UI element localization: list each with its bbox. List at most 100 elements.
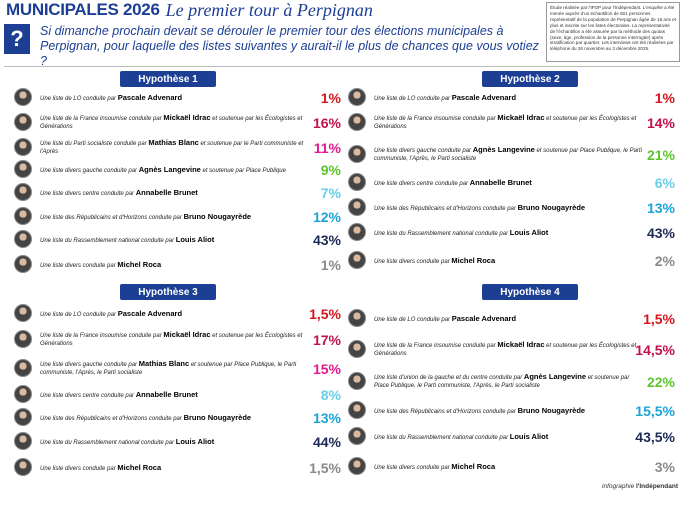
candidate-label: Une liste de LO conduite par Pascale Adv… xyxy=(40,93,183,102)
candidate-avatar-icon xyxy=(14,138,32,156)
candidate-avatar-icon xyxy=(348,340,366,358)
divider xyxy=(4,66,680,67)
hypothesis-title: Hypothèse 1 xyxy=(120,71,216,87)
candidate-name: Agnès Langevine xyxy=(138,165,201,174)
candidate-name: Agnès Langevine xyxy=(523,372,587,381)
candidate-avatar-icon xyxy=(14,385,32,403)
candidate-percentage: 43,5% xyxy=(635,429,675,445)
candidate-name: Pascale Advenard xyxy=(117,309,183,318)
candidate-avatar-icon xyxy=(348,457,366,475)
poll-question: Si dimanche prochain devait se dérouler … xyxy=(40,24,539,68)
candidate-percentage: 43% xyxy=(646,225,675,241)
candidate-avatar-icon xyxy=(348,251,366,269)
candidate-avatar-icon xyxy=(14,304,32,322)
title-bar: MUNICIPALES 2026 Le premier tour à Perpi… xyxy=(0,0,530,20)
candidate-name: Michel Roca xyxy=(451,462,496,471)
hypothesis-title: Hypothèse 3 xyxy=(120,284,216,300)
candidate-avatar-icon xyxy=(14,408,32,426)
candidate-name: Michel Roca xyxy=(451,256,496,265)
candidate-percentage: 14,5% xyxy=(635,342,675,358)
candidate-avatar-icon xyxy=(14,183,32,201)
candidate-name: Bruno Nougayrède xyxy=(183,212,252,221)
candidate-name: Michel Roca xyxy=(117,260,162,269)
candidate-name: Mathias Blanc xyxy=(148,138,199,147)
candidate-avatar-icon xyxy=(348,401,366,419)
candidate-percentage: 43% xyxy=(312,232,341,248)
candidate-avatar-icon xyxy=(14,432,32,450)
candidate-avatar-icon xyxy=(348,173,366,191)
candidate-label: Une liste divers conduite par Michel Roc… xyxy=(374,256,496,265)
hypothesis-title: Hypothèse 4 xyxy=(482,284,578,300)
candidate-name: Mickaël Idrac xyxy=(163,113,211,122)
candidate-name: Pascale Advenard xyxy=(451,93,517,102)
candidate-percentage: 44% xyxy=(312,434,341,450)
candidate-percentage: 15,5% xyxy=(635,403,675,419)
candidate-label: Une liste divers conduite par Michel Roc… xyxy=(374,462,496,471)
candidate-label: Une liste d'union de la gauche et du cen… xyxy=(374,372,630,389)
candidate-label: Une liste divers centre conduite par Ann… xyxy=(40,390,198,399)
candidate-name: Mathias Blanc xyxy=(138,359,190,368)
candidate-percentage: 3% xyxy=(654,459,675,475)
candidate-label: Une liste de la France insoumise conduit… xyxy=(40,113,303,130)
candidate-avatar-icon xyxy=(348,113,366,131)
candidate-percentage: 1,5% xyxy=(643,311,675,327)
candidate-name: Mickaël Idrac xyxy=(497,113,545,122)
candidate-avatar-icon xyxy=(14,207,32,225)
candidate-avatar-icon xyxy=(348,145,366,163)
candidate-percentage: 1% xyxy=(654,90,675,106)
candidate-label: Une liste divers conduite par Michel Roc… xyxy=(40,463,162,472)
candidate-percentage: 11% xyxy=(313,140,341,156)
candidate-percentage: 8% xyxy=(320,387,341,403)
candidate-percentage: 13% xyxy=(312,410,341,426)
candidate-avatar-icon xyxy=(348,198,366,216)
candidate-avatar-icon xyxy=(348,223,366,241)
candidate-percentage: 21% xyxy=(646,147,675,163)
candidate-percentage: 22% xyxy=(646,374,675,390)
candidate-name: Mickaël Idrac xyxy=(497,340,545,349)
candidate-label: Une liste des Républicains et d'Horizons… xyxy=(40,413,252,422)
candidate-name: Louis Aliot xyxy=(175,235,215,244)
candidate-percentage: 17% xyxy=(312,332,341,348)
title-sub: Le premier tour à Perpignan xyxy=(165,0,373,20)
candidate-label: Une liste divers gauche conduite par Mat… xyxy=(40,359,297,376)
candidate-avatar-icon xyxy=(14,330,32,348)
candidate-label: Une liste des Républicains et d'Horizons… xyxy=(374,203,586,212)
candidate-name: Pascale Advenard xyxy=(451,314,517,323)
candidate-label: Une liste du Parti socialiste conduite p… xyxy=(40,138,304,155)
candidate-name: Annabelle Brunet xyxy=(469,178,532,187)
candidate-label: Une liste divers gauche conduite par Agn… xyxy=(374,145,642,162)
credit: infographie l'Indépendant xyxy=(602,483,678,490)
methodology-note: Étude réalisée par l'IFOP pour l'Indépen… xyxy=(546,2,680,62)
title-main: MUNICIPALES 2026 xyxy=(6,0,160,19)
candidate-avatar-icon xyxy=(14,160,32,178)
candidate-label: Une liste divers centre conduite par Ann… xyxy=(40,188,198,197)
candidate-name: Bruno Nougayrède xyxy=(517,203,586,212)
candidate-avatar-icon xyxy=(348,309,366,327)
candidate-percentage: 9% xyxy=(320,162,341,178)
candidate-name: Annabelle Brunet xyxy=(135,390,198,399)
candidate-name: Louis Aliot xyxy=(509,432,549,441)
candidate-label: Une liste de la France insoumise conduit… xyxy=(40,330,303,347)
candidate-percentage: 6% xyxy=(654,175,675,191)
candidate-percentage: 14% xyxy=(646,115,675,131)
candidate-label: Une liste du Rassemblement national cond… xyxy=(374,432,549,441)
candidate-label: Une liste de LO conduite par Pascale Adv… xyxy=(374,93,517,102)
candidate-name: Mickaël Idrac xyxy=(163,330,211,339)
candidate-label: Une liste de la France insoumise conduit… xyxy=(374,113,637,130)
candidate-name: Bruno Nougayrède xyxy=(517,406,586,415)
candidate-label: Une liste divers centre conduite par Ann… xyxy=(374,178,532,187)
candidate-avatar-icon xyxy=(14,230,32,248)
candidate-name: Bruno Nougayrède xyxy=(183,413,252,422)
candidate-percentage: 1% xyxy=(320,90,341,106)
candidate-percentage: 15% xyxy=(312,361,341,377)
candidate-label: Une liste du Rassemblement national cond… xyxy=(374,228,549,237)
candidate-label: Une liste divers gauche conduite par Agn… xyxy=(40,165,286,174)
candidate-name: Annabelle Brunet xyxy=(135,188,198,197)
candidate-name: Louis Aliot xyxy=(509,228,549,237)
candidate-label: Une liste de LO conduite par Pascale Adv… xyxy=(374,314,517,323)
candidate-name: Louis Aliot xyxy=(175,437,215,446)
candidate-percentage: 1,5% xyxy=(309,460,341,476)
candidate-name: Michel Roca xyxy=(117,463,162,472)
candidate-name: Pascale Advenard xyxy=(117,93,183,102)
header: MUNICIPALES 2026 Le premier tour à Perpi… xyxy=(0,0,684,68)
